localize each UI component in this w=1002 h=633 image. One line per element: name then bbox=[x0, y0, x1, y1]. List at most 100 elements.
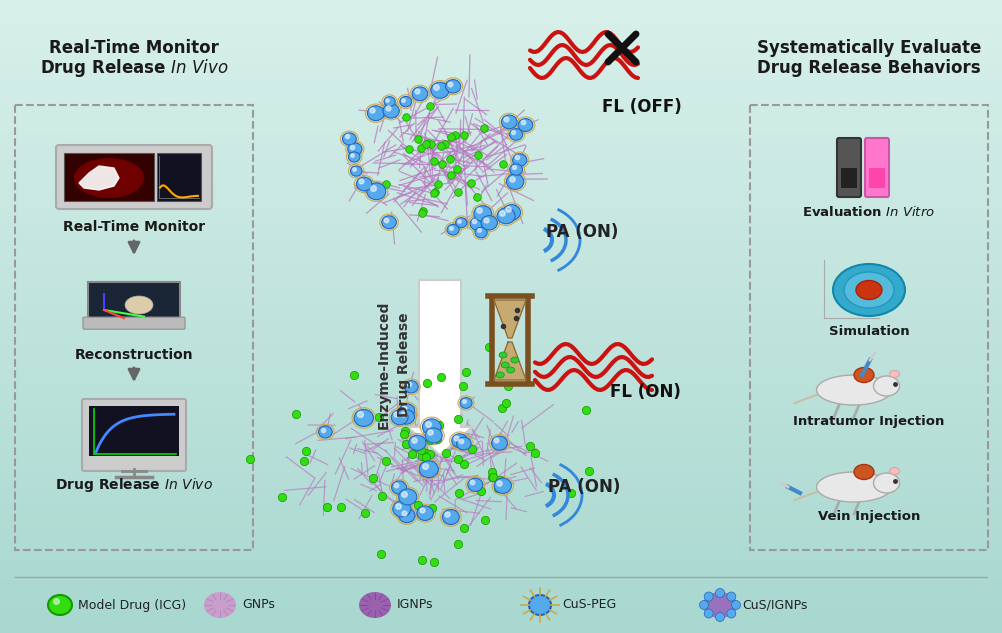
Ellipse shape bbox=[74, 158, 144, 198]
Bar bbox=[89, 406, 179, 456]
Ellipse shape bbox=[398, 410, 415, 424]
Ellipse shape bbox=[349, 152, 360, 162]
Text: Real-Time Monitor: Real-Time Monitor bbox=[63, 220, 205, 234]
Ellipse shape bbox=[425, 428, 442, 443]
Ellipse shape bbox=[874, 376, 900, 396]
Ellipse shape bbox=[704, 609, 713, 618]
Ellipse shape bbox=[351, 166, 362, 176]
Bar bbox=[750, 105, 988, 550]
Ellipse shape bbox=[382, 216, 397, 229]
Text: FL (ON): FL (ON) bbox=[610, 383, 681, 401]
Ellipse shape bbox=[731, 601, 740, 610]
Text: Drug Release $\it{In\ Vivo}$: Drug Release $\it{In\ Vivo}$ bbox=[40, 57, 228, 79]
Ellipse shape bbox=[499, 352, 507, 358]
Ellipse shape bbox=[844, 272, 894, 308]
FancyBboxPatch shape bbox=[82, 399, 186, 471]
Ellipse shape bbox=[474, 206, 492, 222]
Ellipse shape bbox=[446, 80, 461, 93]
Ellipse shape bbox=[354, 410, 374, 427]
Ellipse shape bbox=[817, 375, 892, 405]
Ellipse shape bbox=[343, 133, 357, 145]
Ellipse shape bbox=[368, 106, 385, 121]
Ellipse shape bbox=[405, 380, 418, 393]
Ellipse shape bbox=[501, 115, 517, 128]
Text: Vein Injection: Vein Injection bbox=[818, 510, 920, 523]
FancyBboxPatch shape bbox=[56, 145, 212, 209]
Text: Systematically Evaluate: Systematically Evaluate bbox=[757, 39, 981, 57]
FancyBboxPatch shape bbox=[841, 168, 857, 188]
Ellipse shape bbox=[511, 357, 519, 363]
Ellipse shape bbox=[854, 465, 874, 480]
Ellipse shape bbox=[400, 96, 412, 107]
FancyBboxPatch shape bbox=[869, 168, 885, 188]
Ellipse shape bbox=[890, 370, 900, 377]
Ellipse shape bbox=[492, 436, 507, 450]
Ellipse shape bbox=[470, 218, 484, 230]
Ellipse shape bbox=[817, 472, 892, 502]
Ellipse shape bbox=[48, 595, 72, 615]
Ellipse shape bbox=[507, 367, 515, 373]
Ellipse shape bbox=[726, 592, 735, 601]
Ellipse shape bbox=[715, 613, 724, 622]
Ellipse shape bbox=[457, 437, 471, 450]
Ellipse shape bbox=[460, 398, 472, 408]
Ellipse shape bbox=[874, 473, 900, 493]
Ellipse shape bbox=[393, 501, 411, 517]
Ellipse shape bbox=[715, 589, 724, 598]
Ellipse shape bbox=[452, 434, 468, 448]
Ellipse shape bbox=[704, 592, 713, 601]
Polygon shape bbox=[494, 342, 526, 380]
Bar bbox=[64, 153, 154, 201]
Ellipse shape bbox=[833, 264, 905, 316]
Ellipse shape bbox=[703, 592, 737, 618]
Text: Model Drug (ICG): Model Drug (ICG) bbox=[78, 598, 186, 611]
Ellipse shape bbox=[513, 154, 527, 166]
Ellipse shape bbox=[409, 435, 426, 451]
Ellipse shape bbox=[384, 97, 395, 106]
Ellipse shape bbox=[447, 224, 459, 235]
Text: IGNPs: IGNPs bbox=[397, 598, 434, 611]
Ellipse shape bbox=[319, 426, 333, 438]
Ellipse shape bbox=[431, 82, 449, 98]
Ellipse shape bbox=[854, 368, 874, 382]
FancyBboxPatch shape bbox=[88, 282, 180, 319]
Ellipse shape bbox=[699, 601, 708, 610]
Ellipse shape bbox=[510, 164, 523, 175]
Ellipse shape bbox=[501, 362, 509, 368]
FancyArrow shape bbox=[408, 280, 473, 455]
Ellipse shape bbox=[503, 204, 521, 220]
Ellipse shape bbox=[125, 296, 153, 314]
Text: GNPs: GNPs bbox=[242, 598, 275, 611]
Ellipse shape bbox=[468, 478, 483, 491]
Ellipse shape bbox=[506, 174, 524, 189]
Ellipse shape bbox=[494, 478, 511, 493]
Ellipse shape bbox=[529, 595, 551, 615]
Ellipse shape bbox=[412, 87, 428, 101]
Ellipse shape bbox=[510, 128, 523, 140]
Text: Drug Release Behaviors: Drug Release Behaviors bbox=[758, 59, 981, 77]
Text: CuS-PEG: CuS-PEG bbox=[562, 598, 616, 611]
Text: Intratumor Injection: Intratumor Injection bbox=[794, 415, 945, 428]
Text: PA (ON): PA (ON) bbox=[546, 223, 618, 241]
Ellipse shape bbox=[890, 468, 900, 475]
Ellipse shape bbox=[392, 481, 407, 494]
FancyBboxPatch shape bbox=[83, 317, 185, 329]
Ellipse shape bbox=[496, 372, 504, 378]
Ellipse shape bbox=[423, 419, 441, 436]
Ellipse shape bbox=[391, 410, 408, 425]
Ellipse shape bbox=[417, 506, 433, 520]
Bar bbox=[157, 153, 201, 201]
Text: CuS/IGNPs: CuS/IGNPs bbox=[742, 598, 808, 611]
Ellipse shape bbox=[419, 461, 438, 478]
Ellipse shape bbox=[456, 218, 467, 228]
Bar bbox=[15, 105, 253, 550]
FancyBboxPatch shape bbox=[865, 138, 889, 197]
Ellipse shape bbox=[399, 404, 415, 418]
FancyBboxPatch shape bbox=[837, 138, 861, 197]
Ellipse shape bbox=[357, 177, 372, 191]
Text: Simulation: Simulation bbox=[829, 325, 909, 338]
Text: Reconstruction: Reconstruction bbox=[75, 348, 193, 362]
Text: Evaluation $\it{In\ Vitro}$: Evaluation $\it{In\ Vitro}$ bbox=[803, 205, 936, 219]
Ellipse shape bbox=[367, 183, 386, 199]
Ellipse shape bbox=[497, 208, 515, 224]
